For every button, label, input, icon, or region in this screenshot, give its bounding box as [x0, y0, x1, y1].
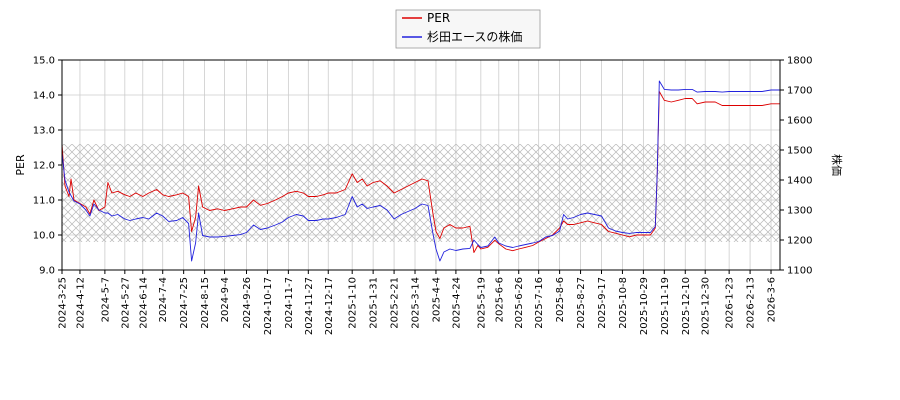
x-tick-label: 2025-9-17 — [597, 277, 608, 329]
legend-label-stock-price: 杉田エースの株価 — [427, 29, 522, 44]
left-y-tick-label: 15.0 — [33, 56, 55, 67]
x-tick-label: 2025-12-10 — [681, 277, 692, 335]
legend: PER 杉田エースの株価 — [395, 9, 541, 49]
x-tick-label: 2024-6-14 — [138, 277, 149, 329]
hatched-band — [62, 144, 780, 242]
right-y-tick-label: 1600 — [787, 116, 812, 127]
x-tick-label: 2025-1-10 — [348, 277, 359, 329]
right-y-tick-label: 1400 — [787, 176, 812, 187]
left-y-tick-label: 12.0 — [33, 161, 55, 172]
x-tick-label: 2025-7-16 — [534, 277, 545, 329]
left-y-tick-label: 10.0 — [33, 231, 55, 242]
x-axis: 2024-3-25 2024-4-12 2024-5-7 2024-5-27 2024-… — [58, 270, 778, 335]
left-y-tick-label: 11.0 — [33, 196, 55, 207]
x-tick-label: 2025-3-14 — [411, 277, 422, 329]
x-tick-label: 2025-11-19 — [660, 277, 671, 335]
x-tick-label: 2025-1-31 — [369, 277, 380, 329]
per-series-line — [62, 91, 780, 253]
right-y-axis-label: 株価 — [830, 154, 844, 176]
x-tick-label: 2025-6-6 — [494, 277, 505, 322]
x-tick-label: 2024-7-25 — [179, 277, 190, 329]
x-tick-label: 2026-3-6 — [767, 277, 778, 322]
x-tick-label: 2024-11-27 — [304, 277, 315, 335]
left-y-tick-label: 9.0 — [39, 266, 55, 277]
x-tick-label: 2026-2-13 — [746, 277, 757, 329]
right-y-tick-label: 1500 — [787, 146, 812, 157]
x-tick-label: 2025-12-30 — [701, 277, 712, 335]
left-y-axis: 9.0 10.0 11.0 12.0 13.0 14.0 15.0 — [33, 56, 62, 277]
stock-price-series-line — [62, 80, 780, 262]
right-y-tick-label: 1100 — [787, 266, 812, 277]
x-tick-label: 2025-10-8 — [618, 277, 629, 329]
x-tick-label: 2024-8-15 — [200, 277, 211, 329]
x-tick-label: 2025-8-27 — [576, 277, 587, 329]
right-y-axis: 1100 1200 1300 1400 1500 1600 1700 1800 — [780, 56, 812, 277]
x-tick-label: 2025-5-19 — [476, 277, 487, 329]
right-y-tick-label: 1300 — [787, 206, 812, 217]
x-tick-label: 2025-6-26 — [514, 277, 525, 329]
x-tick-label: 2024-5-27 — [120, 277, 131, 329]
x-tick-label: 2025-8-6 — [555, 277, 566, 322]
x-tick-label: 2024-9-26 — [242, 277, 253, 329]
x-tick-label: 2024-3-25 — [58, 277, 69, 329]
x-tick-label: 2024-10-17 — [263, 277, 274, 335]
series-lines — [62, 80, 780, 262]
x-tick-label: 2025-2-21 — [390, 277, 401, 329]
x-tick-label: 2025-4-4 — [431, 277, 442, 322]
x-tick-label: 2026-1-23 — [725, 277, 736, 329]
right-y-tick-label: 1700 — [787, 86, 812, 97]
x-tick-label: 2024-4-12 — [75, 277, 86, 329]
x-tick-label: 2024-12-17 — [324, 277, 335, 335]
x-tick-label: 2024-5-7 — [100, 277, 111, 322]
right-y-tick-label: 1800 — [787, 56, 812, 67]
left-y-tick-label: 13.0 — [33, 126, 55, 137]
x-tick-label: 2024-11-7 — [284, 277, 295, 329]
x-tick-label: 2025-4-24 — [451, 277, 462, 329]
legend-label-per: PER — [427, 11, 450, 25]
x-tick-label: 2025-10-29 — [639, 277, 650, 335]
right-y-tick-label: 1200 — [787, 236, 812, 247]
x-tick-label: 2024-9-4 — [220, 277, 231, 322]
left-y-axis-label: PER — [14, 154, 27, 176]
left-y-tick-label: 14.0 — [33, 91, 55, 102]
x-tick-label: 2024-7-4 — [158, 277, 169, 322]
legend-box — [395, 9, 541, 49]
